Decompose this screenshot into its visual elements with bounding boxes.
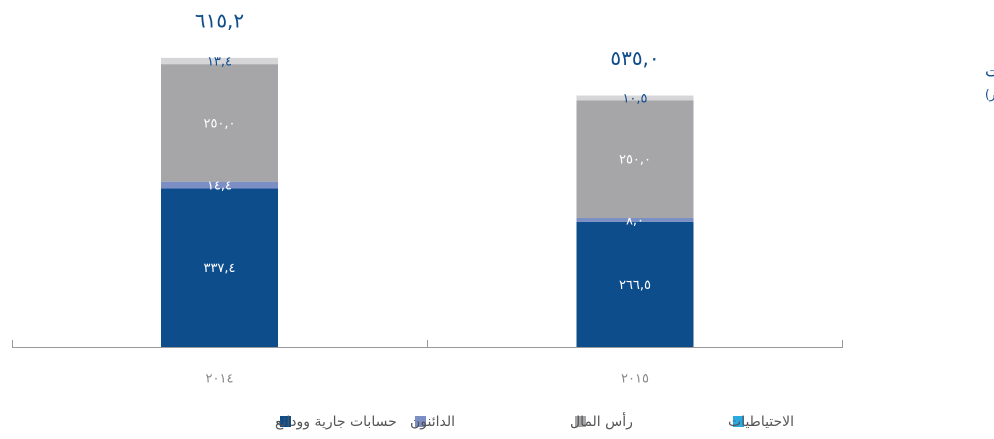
bar-segment bbox=[161, 57, 278, 65]
bar-segment bbox=[576, 95, 694, 101]
x-tick-label: ٢٠١٥ bbox=[621, 372, 649, 387]
axis bbox=[12, 340, 843, 348]
chart-title: المطلوبات bbox=[985, 62, 994, 82]
value-label: ٣٣٧,٤ bbox=[203, 261, 235, 276]
value-label: ١٤,٤ bbox=[207, 179, 232, 194]
chart-subtitle: (بالمليار دينار) bbox=[985, 88, 994, 103]
legend-label: الدائنون bbox=[410, 414, 455, 430]
bar-segment bbox=[576, 100, 694, 218]
legend-label: الاحتياطيات bbox=[728, 414, 794, 430]
legend-swatch bbox=[575, 416, 586, 427]
legend-swatch bbox=[280, 416, 291, 427]
legend-label: رأس المال bbox=[570, 412, 633, 430]
value-label: ٢٥٠,٠ bbox=[619, 153, 651, 168]
value-label: ١٠,٥ bbox=[622, 92, 647, 107]
value-label: ٢٥٠,٠ bbox=[203, 116, 235, 131]
legend-swatch bbox=[415, 416, 426, 427]
value-label: ٢٦٦,٥ bbox=[619, 278, 651, 293]
total-label: ٦١٥,٢ bbox=[195, 8, 244, 32]
bar-segment bbox=[576, 221, 694, 347]
bar-segment bbox=[161, 64, 278, 182]
bar-segment bbox=[576, 217, 694, 222]
total-label: ٥٣٥,٠ bbox=[610, 46, 659, 70]
bar-segment bbox=[161, 188, 278, 347]
bar-segment bbox=[161, 181, 278, 189]
legend-swatch bbox=[733, 416, 744, 427]
legend-label: حسابات جارية وودائع bbox=[275, 414, 397, 430]
x-tick-label: ٢٠١٤ bbox=[206, 372, 234, 387]
value-label: ١٣,٤ bbox=[207, 55, 232, 70]
